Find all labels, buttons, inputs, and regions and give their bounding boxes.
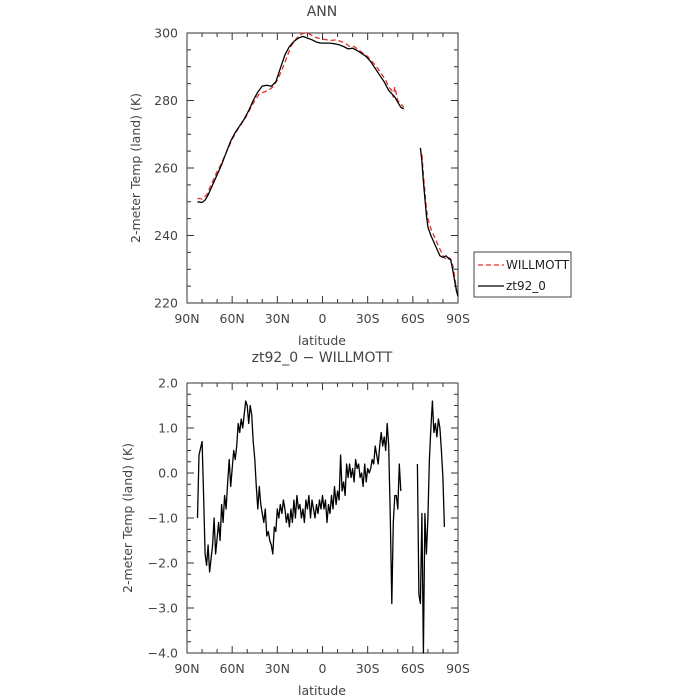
legend: WILLMOTT zt92_0: [473, 251, 572, 298]
x-tick-label: 90S: [446, 311, 470, 326]
top-y-axis-label: 2-meter Temp (land) (K): [128, 93, 143, 243]
top-x-tick-labels: 90N 60N 30N 0 30S 60S 90S: [174, 311, 470, 326]
willmott-line-segment-1: [197, 32, 405, 200]
top-chart-title: ANN: [307, 4, 338, 20]
bottom-chart-panel: zt92_0 − WILLMOTT −4.0 −3.0 −2.0 −1.0 0.0 1.0…: [120, 350, 470, 698]
x-tick-label: 90N: [174, 661, 199, 676]
x-tick-label: 30S: [356, 661, 380, 676]
bottom-x-axis-label: latitude: [298, 683, 346, 698]
y-tick-label: 0.0: [158, 466, 178, 481]
x-tick-label: 0: [319, 661, 327, 676]
y-tick-label: 1.0: [158, 421, 178, 436]
x-tick-label: 60N: [220, 661, 245, 676]
bottom-plot-frame: [186, 382, 459, 654]
bottom-ticks: [186, 382, 459, 654]
x-tick-label: 0: [319, 311, 327, 326]
legend-willmott-label: WILLMOTT: [506, 258, 570, 272]
y-tick-label: 300: [154, 26, 178, 41]
y-tick-label: −3.0: [148, 601, 178, 616]
y-tick-label: 2.0: [158, 376, 178, 391]
top-x-axis-label: latitude: [298, 333, 346, 348]
bottom-series-lines: [196, 400, 446, 654]
x-tick-label: 30N: [265, 661, 290, 676]
legend-box: [473, 251, 572, 298]
y-tick-label: 280: [154, 93, 178, 108]
x-tick-label: 90S: [446, 661, 470, 676]
bottom-y-axis-label: 2-meter Temp (land) (K): [120, 443, 135, 593]
bottom-chart-title: zt92_0 − WILLMOTT: [252, 350, 393, 366]
top-series-lines: [197, 32, 459, 297]
series-0-line-segment-2: [416, 400, 446, 654]
top-y-tick-labels: 220 240 260 280 300: [154, 26, 178, 311]
x-tick-label: 90N: [174, 311, 199, 326]
zt92-0-line-segment-2: [419, 147, 459, 297]
x-tick-label: 60S: [401, 661, 425, 676]
y-tick-label: −2.0: [148, 556, 178, 571]
x-tick-label: 30S: [356, 311, 380, 326]
series-0-line-segment-1: [196, 400, 402, 605]
legend-zt92-label: zt92_0: [506, 279, 546, 293]
y-tick-label: 240: [154, 228, 178, 243]
x-tick-label: 30N: [265, 311, 290, 326]
zt92-0-line-segment-1: [197, 35, 405, 204]
y-tick-label: −4.0: [148, 646, 178, 661]
top-plot-frame: [186, 32, 459, 304]
y-tick-label: −1.0: [148, 511, 178, 526]
bottom-y-tick-labels: −4.0 −3.0 −2.0 −1.0 0.0 1.0 2.0: [148, 376, 178, 661]
y-tick-label: 220: [154, 296, 178, 311]
x-tick-label: 60S: [401, 311, 425, 326]
top-ticks: [186, 32, 459, 304]
bottom-x-tick-labels: 90N 60N 30N 0 30S 60S 90S: [174, 661, 470, 676]
y-tick-label: 260: [154, 161, 178, 176]
x-tick-label: 60N: [220, 311, 245, 326]
